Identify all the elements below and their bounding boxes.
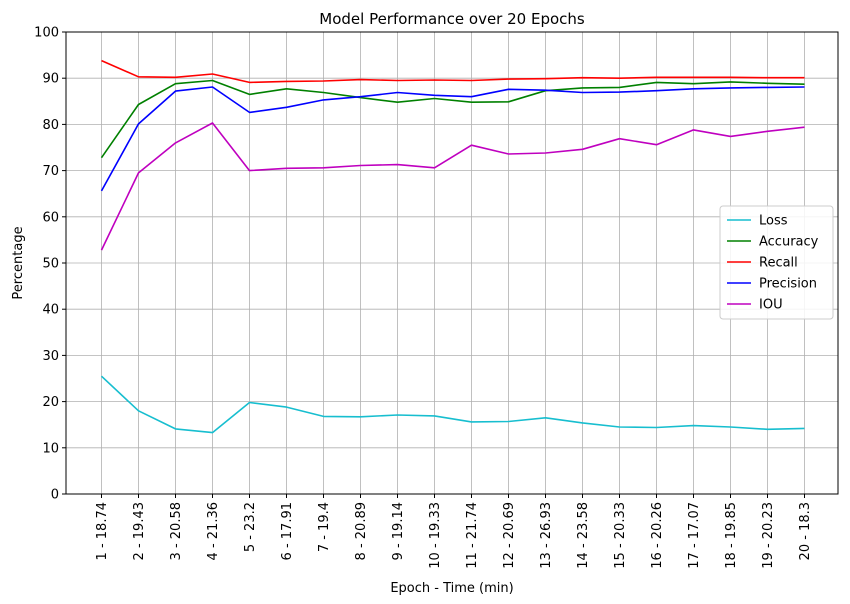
- y-tick-label: 0: [51, 488, 59, 503]
- y-tick-label: 40: [42, 303, 59, 318]
- x-tick-label: 12 - 20.69: [502, 502, 517, 569]
- legend-item: Accuracy: [727, 235, 819, 250]
- y-tick-label: 100: [34, 26, 59, 41]
- x-tick-label: 10 - 19.33: [428, 502, 443, 569]
- x-tick-label: 20 - 18.3: [798, 502, 813, 560]
- x-tick-label: 3 - 20.58: [169, 502, 184, 560]
- legend-item: IOU: [727, 298, 783, 313]
- y-tick-label: 90: [42, 72, 59, 87]
- legend-label: Recall: [759, 256, 798, 271]
- x-tick-label: 17 - 17.07: [687, 502, 702, 569]
- x-axis-ticks: 1 - 18.74 2 - 19.43 3 - 20.58 4 - 21.36 5 - …: [95, 494, 813, 569]
- series-lines: [100, 59, 805, 434]
- legend-item: Precision: [727, 277, 817, 292]
- y-tick-label: 20: [42, 395, 59, 410]
- legend-label: Precision: [759, 277, 817, 292]
- x-tick-label: 2 - 19.43: [132, 502, 147, 560]
- x-axis-label: Epoch - Time (min): [390, 581, 513, 596]
- x-tick-label: 18 - 19.85: [724, 502, 739, 569]
- x-tick-label: 15 - 20.33: [613, 502, 628, 569]
- y-axis-label: Percentage: [11, 226, 26, 299]
- x-tick-label: 14 - 23.58: [576, 502, 591, 569]
- chart-title: Model Performance over 20 Epochs: [319, 10, 585, 28]
- x-tick-label: 1 - 18.74: [95, 502, 110, 560]
- series-line-accuracy: [100, 79, 805, 159]
- x-tick-label: 5 - 23.2: [243, 502, 258, 552]
- x-tick-label: 8 - 20.89: [354, 502, 369, 560]
- series-line-recall: [101, 59, 805, 84]
- legend-label: Accuracy: [759, 235, 819, 250]
- x-tick-label: 13 - 26.93: [539, 502, 554, 569]
- y-axis-ticks: 0 10 20 30 40 50 60 70 80 90 100: [34, 26, 66, 503]
- y-tick-label: 10: [42, 441, 59, 456]
- x-tick-label: 7 - 19.4: [317, 502, 332, 552]
- y-tick-label: 70: [42, 164, 59, 179]
- x-tick-label: 6 - 17.91: [280, 502, 295, 560]
- x-tick-label: 9 - 19.14: [391, 502, 406, 560]
- legend-item: Recall: [727, 256, 798, 271]
- legend-label: Loss: [759, 214, 788, 229]
- legend: Loss Accuracy Recall Precision IOU: [719, 205, 834, 320]
- series-line-loss: [100, 375, 805, 434]
- legend-label: IOU: [759, 298, 783, 313]
- series-line-precision: [100, 86, 805, 192]
- y-tick-label: 30: [42, 349, 59, 364]
- legend-item: Loss: [727, 214, 788, 229]
- y-tick-label: 60: [42, 210, 59, 225]
- series-line-iou: [100, 122, 805, 251]
- x-tick-label: 16 - 20.26: [650, 502, 665, 569]
- x-tick-label: 19 - 20.23: [761, 502, 776, 569]
- x-tick-label: 4 - 21.36: [206, 502, 221, 560]
- x-tick-label: 11 - 21.74: [465, 502, 480, 569]
- y-tick-label: 80: [42, 118, 59, 133]
- legend-box: [719, 205, 834, 320]
- y-tick-label: 50: [42, 257, 59, 272]
